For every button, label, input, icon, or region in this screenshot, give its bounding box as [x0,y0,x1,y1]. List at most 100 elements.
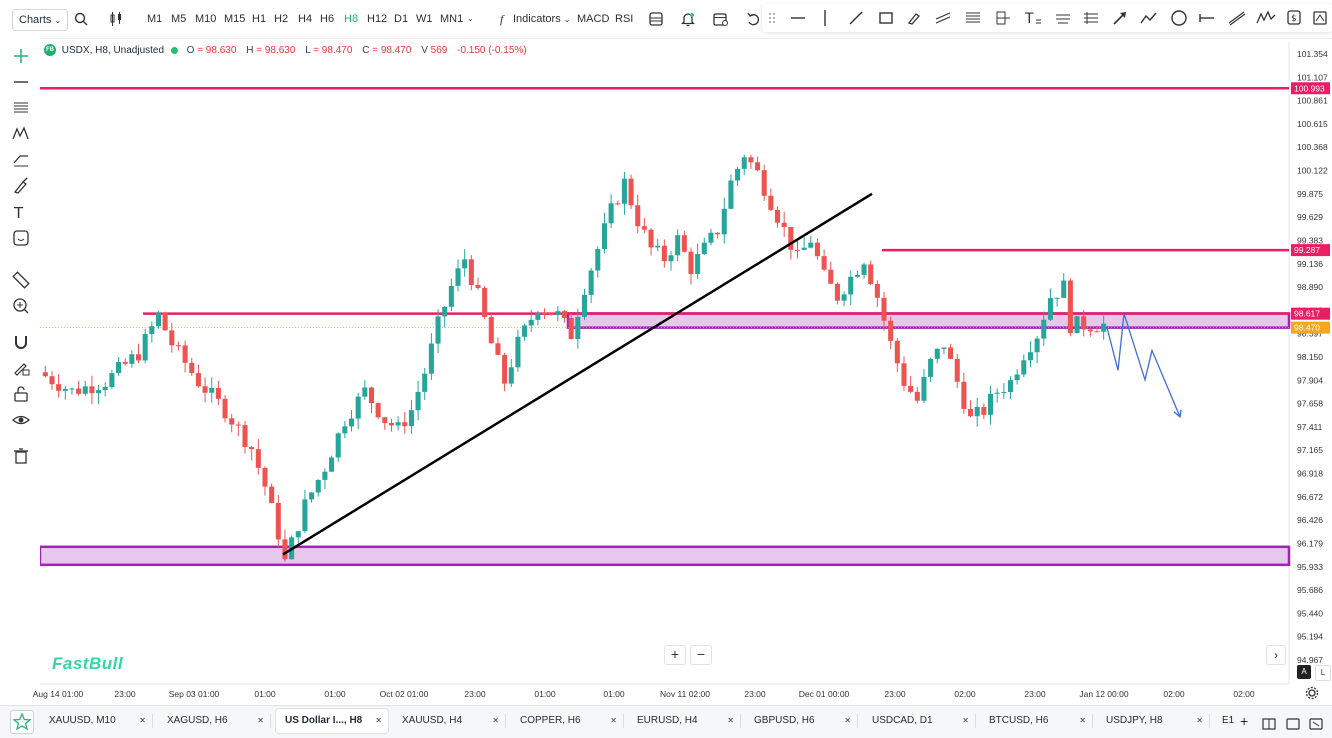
timeframe-h8[interactable]: H8 [344,13,359,25]
symbol-tab[interactable]: XAUUSD, H4 ✕ [393,709,506,733]
settings-gear-icon[interactable] [1305,686,1319,700]
timeframe-m10[interactable]: M10 [195,13,217,25]
trend-line-icon[interactable] [848,10,864,26]
candle-body [355,396,361,419]
timeframe-h2[interactable]: H2 [274,13,289,25]
symbol-tab[interactable]: US Dollar I..., H8 ✕ [276,709,388,733]
close-tab-icon[interactable]: ✕ [962,716,969,725]
close-tab-icon[interactable]: ✕ [257,716,264,725]
symbol-tab[interactable]: XAUUSD, M10 ✕ [40,709,153,733]
indicators-button[interactable]: Indicators ⌄ [513,0,570,38]
fib-retracement-icon[interactable] [964,10,982,26]
close-tab-icon[interactable]: ✕ [610,716,617,725]
auto-scale-button[interactable]: A [1297,665,1311,679]
eye-icon[interactable] [11,410,31,430]
symbol-tab[interactable]: XAGUSD, H6 ✕ [158,709,271,733]
candle-body [735,168,741,181]
gann-box-icon[interactable] [1082,10,1100,26]
long-position-icon[interactable] [1312,10,1328,26]
timeframe-m1[interactable]: M1 [147,13,163,25]
scroll-right-button[interactable]: › [1266,645,1286,665]
symbol-tab[interactable]: COPPER, H6 ✕ [511,709,624,733]
close-tab-icon[interactable]: ✕ [492,716,499,725]
candle-body [455,268,461,286]
symbol-tab[interactable]: USDCAD, D1 ✕ [863,709,976,733]
candle-body [668,255,674,262]
undo-icon[interactable] [746,12,760,26]
x-tick-label: 23:00 [114,689,136,699]
calendar-icon[interactable] [713,12,728,26]
parallel-channel-icon[interactable] [934,10,952,26]
timeframe-h4[interactable]: H4 [298,13,313,25]
elliott-wave-icon[interactable] [1256,10,1276,26]
unlock-icon[interactable] [11,384,31,404]
lock-drawing-icon[interactable] [11,358,31,378]
indicators-label: Indicators [513,13,561,25]
close-tab-icon[interactable]: ✕ [1196,716,1203,725]
timeframe-w1[interactable]: W1 [416,13,433,25]
rsi-button[interactable]: RSI [615,13,634,25]
arrow-icon[interactable] [1112,10,1128,26]
timeframe-d1[interactable]: D1 [394,13,409,25]
symbol-tab[interactable]: EURUSD, H4 ✕ [628,709,741,733]
magnet-icon[interactable] [11,332,31,352]
vertical-line-icon[interactable] [820,9,830,27]
alert-bell-icon[interactable] [681,11,695,27]
add-tab-button[interactable]: + [1240,713,1249,729]
circle-icon[interactable] [1170,9,1188,27]
close-tab-icon[interactable]: ✕ [727,716,734,725]
symbol-tab[interactable]: GBPUSD, H6 ✕ [745,709,858,733]
ray-icon[interactable] [1198,10,1216,26]
symbol-tab[interactable]: BTCUSD, H6 ✕ [980,709,1093,733]
timeframe-h1[interactable]: H1 [252,13,267,25]
zoom-out-button[interactable]: − [690,645,712,665]
log-scale-button[interactable]: L [1315,665,1331,681]
timeframe-m5[interactable]: M5 [171,13,187,25]
pattern-tool-icon[interactable] [11,124,31,144]
crosshair-icon[interactable] [11,46,31,66]
price-label-icon[interactable]: $ [1286,9,1302,27]
price-chart[interactable]: 101.354 101.107 100.861 100.615 100.368 100.1… [0,0,1332,705]
favorites-button[interactable] [10,710,34,734]
search-icon[interactable] [74,12,88,26]
timeframe-h12[interactable]: H12 [367,13,388,25]
text-tool-icon[interactable]: T [1024,10,1042,26]
ruler-icon[interactable] [11,270,31,290]
zoom-in-button[interactable]: + [664,645,686,665]
timeframe-more-icon[interactable]: ⌄ [467,14,474,23]
path-icon[interactable] [1140,10,1158,26]
candlestick-type-icon[interactable] [108,11,124,27]
window-icon[interactable] [1286,718,1300,730]
close-tab-icon[interactable]: ✕ [139,716,146,725]
close-tab-icon[interactable]: ✕ [844,716,851,725]
fib-channel-icon[interactable] [1054,10,1072,26]
close-tab-icon[interactable]: ✕ [1079,716,1086,725]
brush-tool-icon[interactable] [11,176,31,196]
price-range-icon[interactable] [994,10,1012,26]
drag-handle-icon[interactable] [768,12,776,24]
close-tab-icon[interactable]: ✕ [375,716,382,725]
trash-icon[interactable] [11,446,31,466]
timeframe-m15[interactable]: M15 [224,13,246,25]
layout-icon[interactable] [649,12,663,26]
projection-tool-icon[interactable] [11,150,31,170]
macd-button[interactable]: MACD [577,13,610,25]
symbol-tab[interactable]: USDJPY, H8 ✕ [1097,709,1210,733]
horizontal-line-icon[interactable] [790,11,806,25]
candle-body [868,264,874,284]
text-tool-icon[interactable]: T [11,202,31,222]
fib-tool-icon[interactable] [11,98,31,118]
extended-line-icon[interactable] [1228,10,1246,26]
emoji-icon[interactable] [11,228,31,248]
charts-menu-button[interactable]: Charts ⌄ [12,9,69,31]
rectangle-icon[interactable] [878,10,894,26]
zoom-in-icon[interactable] [11,296,31,316]
line-tool-icon[interactable] [11,72,31,92]
tabs-overflow[interactable]: E1 [1222,715,1235,726]
fullscreen-icon[interactable] [1309,718,1323,730]
symbol-label[interactable]: USDX, H8, Unadjusted [61,45,165,56]
split-layout-icon[interactable] [1262,718,1276,730]
timeframe-h6[interactable]: H6 [320,13,335,25]
brush-icon[interactable] [906,10,922,26]
timeframe-mn1[interactable]: MN1 [440,13,464,25]
